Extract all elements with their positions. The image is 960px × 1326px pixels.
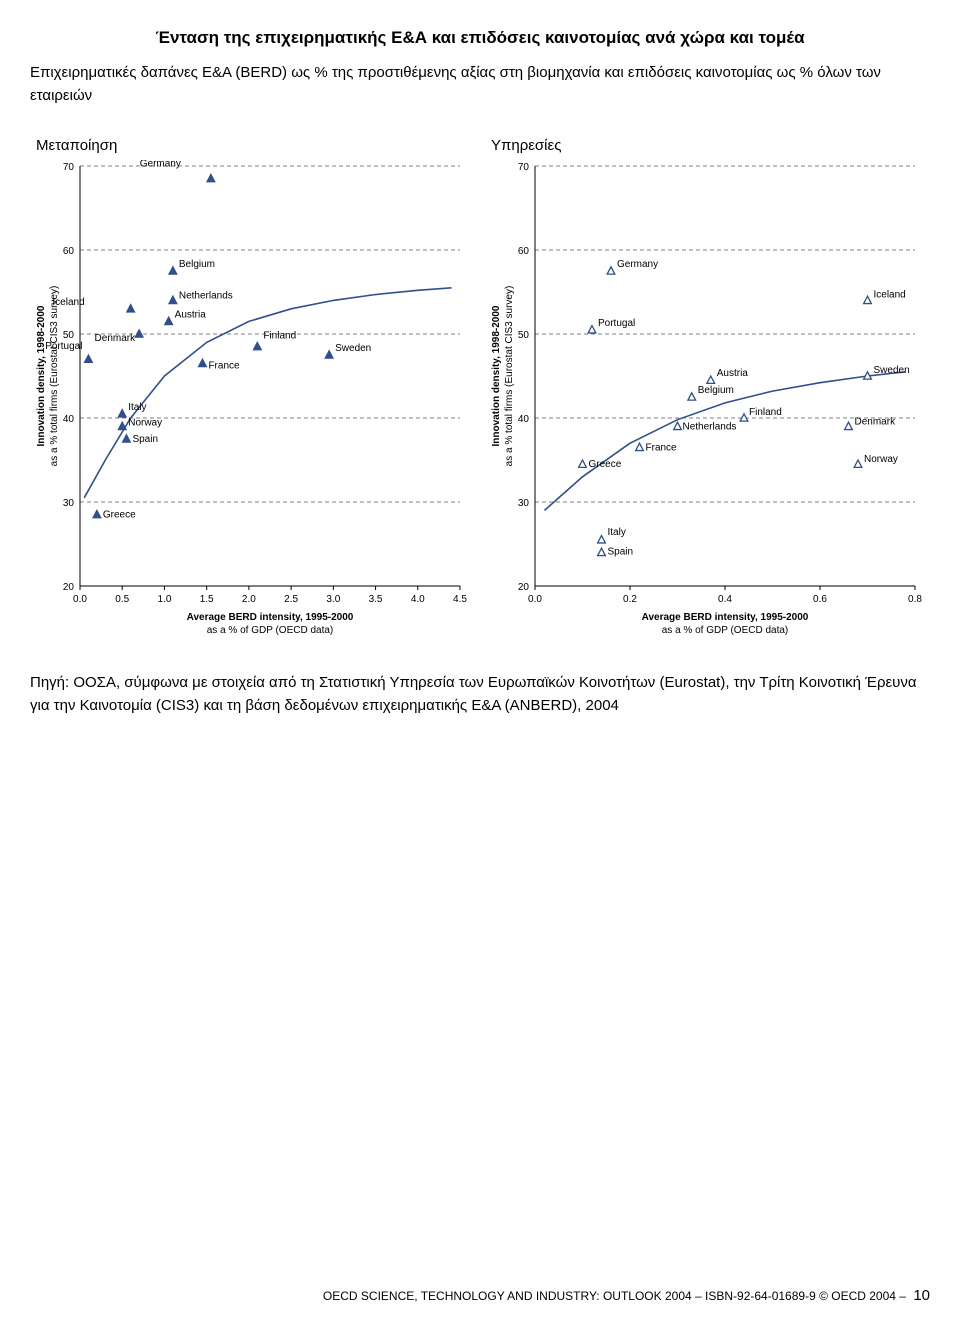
svg-text:Iceland: Iceland (52, 297, 84, 308)
svg-text:Average BERD intensity, 1995-2: Average BERD intensity, 1995-2000 (642, 612, 809, 623)
footer-page: 10 (913, 1287, 930, 1304)
chart-right: 20 30 40 50 60 70 0.0 0.2 0.4 0.6 0.8 Average BERD … (485, 160, 925, 644)
footer: OECD SCIENCE, TECHNOLOGY AND INDUSTRY: O… (323, 1287, 930, 1304)
source-text: Πηγή: ΟΟΣΑ, σύμφωνα με στοιχεία από τη Σ… (30, 672, 930, 717)
svg-text:3.0: 3.0 (326, 594, 340, 605)
footer-text: OECD SCIENCE, TECHNOLOGY AND INDUSTRY: O… (323, 1289, 906, 1303)
svg-text:Sweden: Sweden (874, 365, 910, 376)
svg-text:0.8: 0.8 (908, 594, 922, 605)
svg-text:60: 60 (518, 246, 530, 257)
svg-text:Italy: Italy (128, 402, 146, 413)
svg-text:70: 70 (63, 162, 75, 173)
svg-text:70: 70 (518, 162, 530, 173)
svg-text:as a % of GDP (OECD data): as a % of GDP (OECD data) (207, 625, 334, 636)
svg-text:Portugal: Portugal (598, 318, 635, 329)
chart-right-block: Υπηρεσίες 20 30 40 50 60 70 0.0 0.2 0.4 0.6 0.8 Ave… (485, 137, 930, 644)
svg-text:Denmark: Denmark (95, 333, 137, 344)
svg-text:Greece: Greece (589, 459, 622, 470)
svg-text:Norway: Norway (128, 417, 162, 428)
svg-text:Innovation density, 1998-2000: Innovation density, 1998-2000 (36, 305, 47, 446)
svg-text:Finland: Finland (749, 407, 782, 418)
chart-left-block: Μεταποίηση 20 30 40 50 60 70 0.0 0.5 1.0 1.5 2.0 2.… (30, 137, 475, 644)
svg-text:30: 30 (518, 498, 530, 509)
svg-text:Netherlands: Netherlands (179, 290, 233, 301)
chart-left-heading: Μεταποίηση (36, 137, 475, 154)
svg-text:as a % of GDP (OECD data): as a % of GDP (OECD data) (662, 625, 789, 636)
svg-text:2.0: 2.0 (242, 594, 256, 605)
chart-left: 20 30 40 50 60 70 0.0 0.5 1.0 1.5 2.0 2.5 3.0 3.5 4.0 4… (30, 160, 470, 644)
svg-text:50: 50 (518, 330, 530, 341)
svg-text:40: 40 (63, 414, 75, 425)
svg-text:Italy: Italy (608, 527, 626, 538)
svg-text:4.5: 4.5 (453, 594, 467, 605)
svg-text:20: 20 (63, 582, 75, 593)
svg-text:60: 60 (63, 246, 75, 257)
svg-text:Iceland: Iceland (874, 289, 906, 300)
svg-text:Average BERD intensity, 1995-2: Average BERD intensity, 1995-2000 (187, 612, 354, 623)
svg-text:4.0: 4.0 (411, 594, 425, 605)
svg-text:Austria: Austria (717, 368, 749, 379)
page-title: Ένταση της επιχειρηματικής Ε&Α και επιδό… (30, 28, 930, 48)
svg-text:40: 40 (518, 414, 530, 425)
svg-text:1.0: 1.0 (157, 594, 171, 605)
svg-text:Netherlands: Netherlands (683, 421, 737, 432)
svg-text:1.5: 1.5 (200, 594, 214, 605)
svg-text:20: 20 (518, 582, 530, 593)
svg-text:0.5: 0.5 (115, 594, 129, 605)
svg-text:Denmark: Denmark (855, 416, 897, 427)
svg-text:as a % total firms (Eurostat C: as a % total firms (Eurostat CIS3 survey… (49, 286, 60, 467)
svg-text:2.5: 2.5 (284, 594, 298, 605)
svg-text:3.5: 3.5 (369, 594, 383, 605)
svg-text:Germany: Germany (617, 259, 658, 270)
svg-text:Greece: Greece (103, 510, 136, 521)
svg-text:0.4: 0.4 (718, 594, 732, 605)
svg-text:0.2: 0.2 (623, 594, 637, 605)
svg-text:Innovation density, 1998-2000: Innovation density, 1998-2000 (491, 305, 502, 446)
svg-text:Germany: Germany (140, 160, 181, 170)
svg-text:as a % total firms (Eurostat C: as a % total firms (Eurostat CIS3 survey… (504, 286, 515, 467)
svg-text:Sweden: Sweden (335, 343, 371, 354)
charts-row: Μεταποίηση 20 30 40 50 60 70 0.0 0.5 1.0 1.5 2.0 2.… (30, 137, 930, 644)
chart-right-heading: Υπηρεσίες (491, 137, 930, 154)
svg-text:Spain: Spain (608, 546, 634, 557)
svg-text:0.6: 0.6 (813, 594, 827, 605)
svg-text:Spain: Spain (132, 434, 158, 445)
svg-text:Portugal: Portugal (45, 341, 82, 352)
svg-text:France: France (646, 442, 678, 453)
svg-text:Austria: Austria (175, 309, 207, 320)
svg-text:Belgium: Belgium (698, 385, 734, 396)
svg-text:0.0: 0.0 (73, 594, 87, 605)
svg-text:Finland: Finland (263, 331, 296, 342)
page-subtitle: Επιχειρηματικές δαπάνες Ε&Α (BERD) ως % … (30, 62, 930, 107)
svg-text:30: 30 (63, 498, 75, 509)
svg-text:0.0: 0.0 (528, 594, 542, 605)
svg-text:50: 50 (63, 330, 75, 341)
svg-text:France: France (208, 360, 240, 371)
svg-text:Norway: Norway (864, 454, 898, 465)
svg-text:Belgium: Belgium (179, 259, 215, 270)
